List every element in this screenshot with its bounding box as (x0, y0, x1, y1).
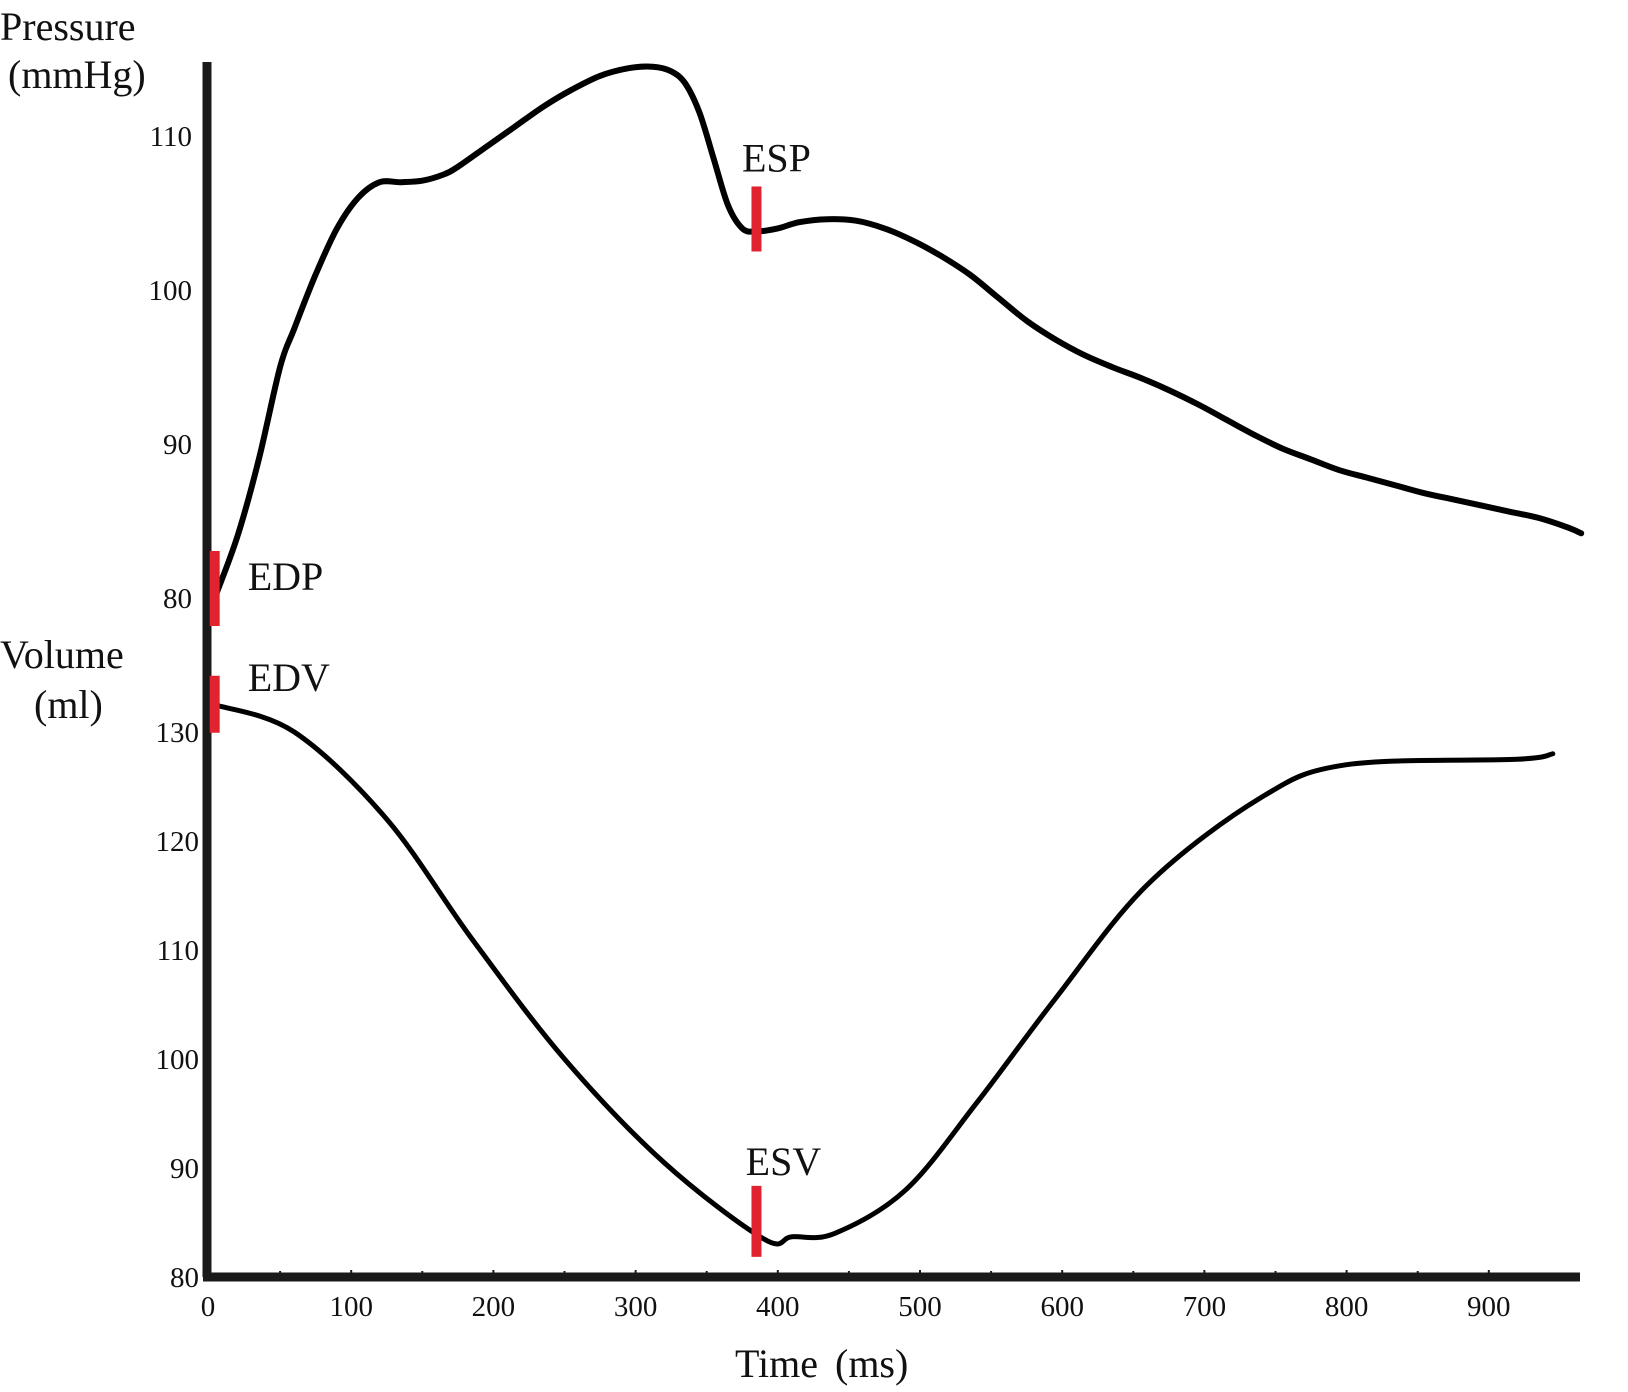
esp-label: ESP (742, 135, 811, 180)
x-axis-ticks: 0 100 200 300 400 500 600 700 800 900 (201, 1270, 1511, 1323)
x-tick-label: 200 (472, 1291, 516, 1323)
x-axis-title-main: Time (735, 1341, 818, 1386)
esv-marker (751, 1185, 762, 1257)
x-tick-label: 500 (898, 1291, 942, 1323)
pressure-axis-unit: (mmHg) (8, 52, 146, 97)
volume-tick-label: 100 (156, 1044, 200, 1076)
volume-tick-label: 130 (156, 717, 200, 749)
x-tick-label: 600 (1040, 1291, 1084, 1323)
pressure-axis-title: Pressure (0, 4, 136, 49)
x-tick-label: 300 (614, 1291, 658, 1323)
volume-axis-ticks: 80 90 100 110 120 130 (156, 717, 200, 1294)
edv-marker (209, 675, 220, 733)
pressure-tick-label: 100 (149, 275, 193, 307)
pressure-curve (211, 63, 1585, 601)
esv-label: ESV (746, 1139, 822, 1184)
pressure-tick-label: 90 (163, 429, 192, 461)
edp-marker (209, 551, 220, 626)
edv-label: EDV (248, 655, 330, 700)
curves (211, 63, 1585, 1247)
edp-label: EDP (248, 554, 324, 599)
volume-tick-label: 80 (170, 1262, 199, 1294)
x-tick-label: 100 (329, 1291, 373, 1323)
volume-axis-title: Volume (0, 632, 124, 677)
volume-tick-label: 110 (157, 935, 199, 967)
x-tick-label: 800 (1325, 1291, 1369, 1323)
volume-axis-unit: (ml) (34, 682, 103, 727)
x-axis-title-unit: (ms) (835, 1341, 908, 1386)
markers: EDP EDV ESP ESV (209, 135, 822, 1257)
pressure-axis-ticks: 80 90 100 110 (149, 121, 193, 615)
volume-curve (212, 702, 1556, 1247)
pressure-tick-label: 80 (163, 583, 192, 615)
esp-marker (751, 186, 762, 252)
volume-tick-label: 120 (156, 826, 200, 858)
volume-tick-label: 90 (170, 1153, 199, 1185)
x-tick-label: 400 (756, 1291, 800, 1323)
x-tick-label: 700 (1183, 1291, 1227, 1323)
x-axis-title: Time (ms) (735, 1341, 908, 1386)
x-tick-label: 0 (201, 1291, 216, 1323)
pressure-tick-label: 110 (150, 121, 192, 153)
x-tick-label: 900 (1467, 1291, 1511, 1323)
